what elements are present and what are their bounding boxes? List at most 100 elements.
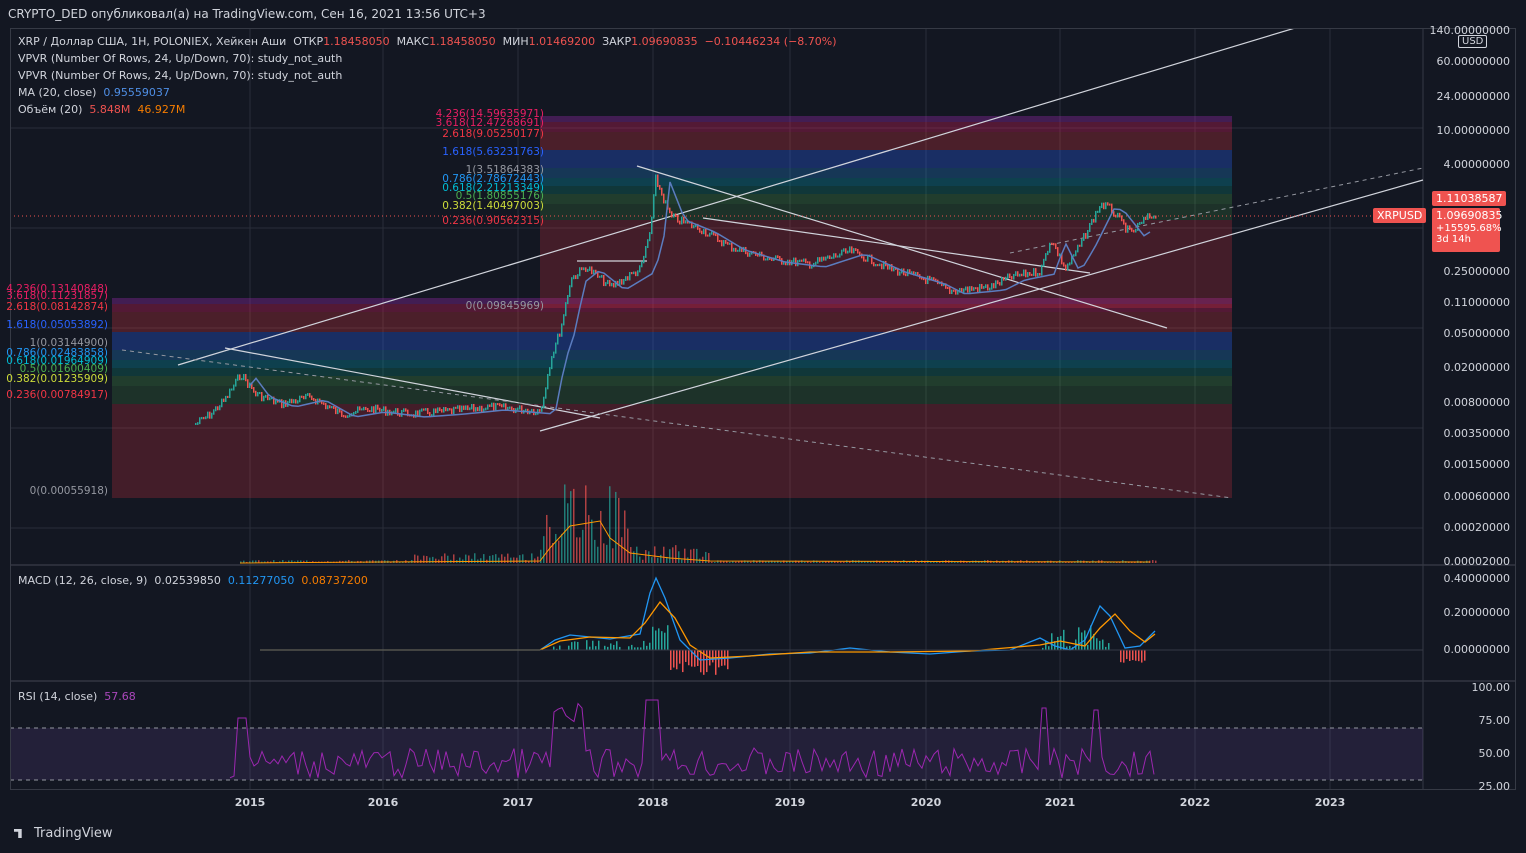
macd-hist-bar bbox=[586, 640, 588, 650]
volume-bar bbox=[768, 561, 770, 563]
volume-bar bbox=[414, 554, 416, 563]
candle bbox=[845, 248, 847, 254]
candle bbox=[803, 258, 805, 262]
candle bbox=[973, 287, 975, 291]
candle bbox=[447, 408, 449, 412]
volume-bar bbox=[822, 561, 824, 563]
candle bbox=[871, 254, 873, 265]
macd-hist-bar bbox=[664, 632, 666, 650]
candle bbox=[1149, 213, 1151, 219]
candle bbox=[1055, 243, 1057, 250]
candle bbox=[985, 284, 987, 289]
volume-bar bbox=[504, 556, 506, 563]
tradingview-logo[interactable]: TradingView bbox=[14, 826, 113, 841]
candle bbox=[373, 406, 375, 415]
candle bbox=[539, 409, 541, 412]
macd-hist-bar bbox=[1096, 638, 1098, 650]
macd-hist-bar bbox=[595, 646, 597, 650]
low-label: МИН bbox=[502, 35, 529, 48]
candle bbox=[677, 215, 679, 223]
fib-upper-zone[interactable] bbox=[540, 116, 1232, 308]
chart-canvas[interactable] bbox=[10, 28, 1516, 790]
candle bbox=[673, 213, 675, 218]
macd-hist-bar bbox=[658, 628, 660, 650]
candle bbox=[309, 393, 311, 398]
volume-bar bbox=[459, 557, 461, 563]
volume-bar bbox=[843, 561, 845, 563]
candle bbox=[679, 220, 681, 225]
candle bbox=[543, 396, 545, 409]
main-legend[interactable]: XRP / Доллар США, 1H, POLONIEX, Хейкен А… bbox=[18, 35, 837, 49]
candle bbox=[313, 398, 315, 401]
ma-legend[interactable]: MA (20, close) 0.95559037 bbox=[18, 86, 170, 100]
macd-hist-bar bbox=[637, 647, 639, 650]
volume-bar bbox=[252, 560, 254, 563]
candle bbox=[1027, 272, 1029, 278]
volume-legend[interactable]: Объём (20) 5.848M 46.927M bbox=[18, 103, 185, 117]
candle bbox=[577, 274, 579, 280]
fib-level-label: 3.618(12.47268691) bbox=[435, 117, 544, 129]
candle bbox=[1101, 202, 1103, 209]
volume-bar bbox=[798, 560, 800, 563]
rsi-legend[interactable]: RSI (14, close) 57.68 bbox=[18, 690, 136, 704]
candle bbox=[613, 282, 615, 288]
trend-lines[interactable] bbox=[177, 28, 1424, 432]
candle bbox=[497, 403, 499, 406]
volume-bar bbox=[531, 553, 533, 563]
candle bbox=[1035, 268, 1037, 277]
candle bbox=[437, 407, 439, 414]
volume-bar bbox=[594, 539, 596, 563]
candle bbox=[989, 287, 991, 291]
candle bbox=[395, 408, 397, 413]
candle bbox=[325, 402, 327, 410]
volume-bar bbox=[591, 519, 593, 563]
macd-hist-bar bbox=[655, 630, 657, 650]
candle bbox=[1127, 225, 1129, 233]
macd-hist-value: 0.02539850 bbox=[154, 574, 221, 587]
volume-bar bbox=[441, 556, 443, 563]
volume-bar bbox=[873, 560, 875, 563]
volume-bar bbox=[291, 560, 293, 563]
candle bbox=[775, 255, 777, 260]
volume-bar bbox=[792, 561, 794, 563]
volume-bar bbox=[933, 561, 935, 563]
price-axis-label: 0.11000000 bbox=[1443, 296, 1510, 309]
candle bbox=[719, 239, 721, 243]
candle bbox=[683, 216, 685, 224]
vpvr-legend-2[interactable]: VPVR (Number Of Rows, 24, Up/Down, 70): … bbox=[18, 69, 342, 83]
symbol-title[interactable]: XRP / Доллар США, 1H, POLONIEX, Хейкен А… bbox=[18, 35, 287, 48]
candle bbox=[833, 253, 835, 259]
candle bbox=[235, 378, 237, 387]
volume-bar bbox=[306, 560, 308, 563]
macd-legend[interactable]: MACD (12, 26, close, 9) 0.02539850 0.112… bbox=[18, 574, 368, 588]
candle bbox=[631, 272, 633, 275]
volume-bar bbox=[939, 561, 941, 563]
volume-bar bbox=[465, 554, 467, 563]
currency-badge[interactable]: USD bbox=[1458, 35, 1488, 48]
high-price-tag: 1.11038587 bbox=[1432, 191, 1507, 206]
macd-hist-bar bbox=[727, 650, 729, 670]
fib-level-label: 4.236(14.59635971) bbox=[435, 108, 544, 120]
volume-ma-line bbox=[239, 520, 1151, 564]
candle bbox=[231, 388, 233, 391]
candle bbox=[199, 417, 201, 425]
macd-value: 0.11277050 bbox=[227, 574, 295, 587]
candle bbox=[693, 225, 695, 229]
volume-bar bbox=[627, 528, 629, 563]
macd-hist-bar bbox=[640, 647, 642, 650]
candle bbox=[875, 264, 877, 267]
macd-hist-bar bbox=[694, 650, 696, 667]
fib-lower-zone[interactable] bbox=[112, 298, 1232, 498]
vpvr-legend-1[interactable]: VPVR (Number Of Rows, 24, Up/Down, 70): … bbox=[18, 52, 342, 66]
candle bbox=[839, 253, 841, 258]
candle bbox=[821, 256, 823, 262]
candle bbox=[891, 264, 893, 272]
candle bbox=[951, 289, 953, 295]
candle bbox=[629, 272, 631, 281]
candle bbox=[647, 239, 649, 249]
candle bbox=[485, 407, 487, 411]
volume-label: Объём (20) bbox=[18, 103, 83, 116]
macd-hist-bar bbox=[598, 640, 600, 650]
candle bbox=[963, 288, 965, 293]
candle bbox=[977, 287, 979, 293]
